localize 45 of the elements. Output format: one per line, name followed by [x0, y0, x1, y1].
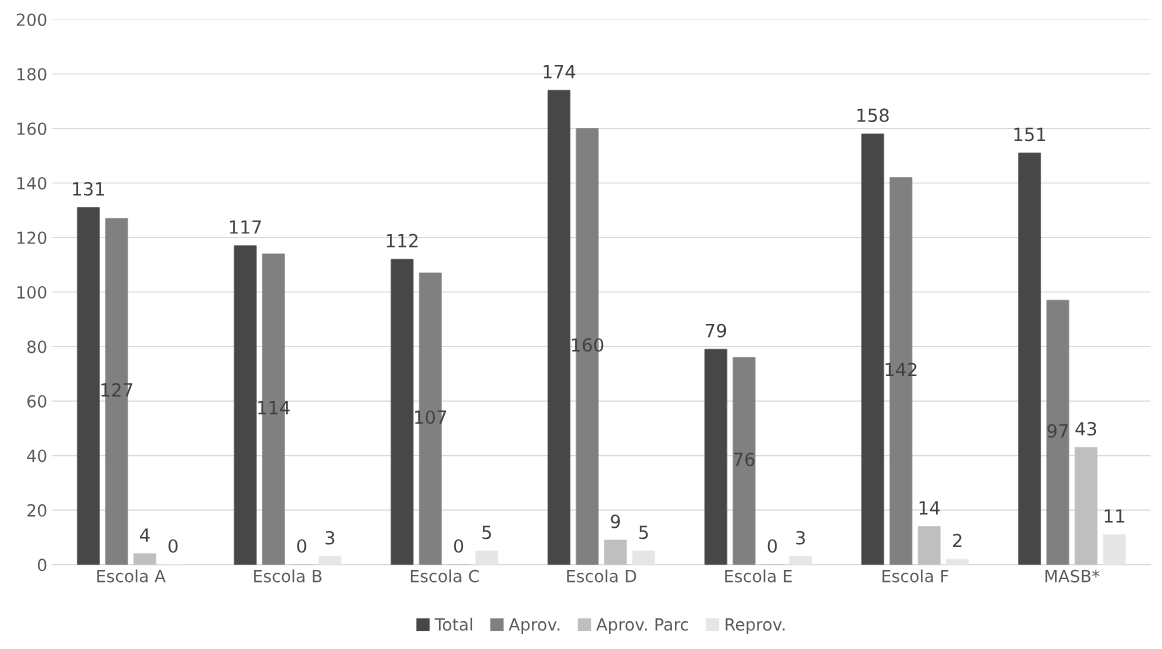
y-tick-label: 60	[27, 395, 47, 408]
data-label: 3	[796, 530, 805, 545]
y-tick-label: 20	[27, 504, 47, 517]
data-label: 131	[73, 182, 104, 196]
x-tick-label: Escola C	[410, 569, 479, 583]
legend-label: Aprov. Parc	[596, 618, 689, 634]
x-tick-label: MASB*	[1045, 569, 1100, 583]
data-label: 97	[1047, 424, 1068, 438]
data-label: 0	[297, 539, 307, 553]
data-label: 3	[325, 530, 335, 545]
data-label: 151	[1014, 127, 1046, 142]
y-tick-label: 200	[16, 13, 47, 27]
x-tick-label: Escola D	[567, 569, 637, 583]
data-label: 112	[386, 233, 418, 248]
x-tick-label: Escola A	[97, 569, 166, 583]
y-tick-label: 0	[37, 558, 47, 572]
data-label: 5	[639, 525, 648, 540]
data-label: 43	[1075, 421, 1097, 436]
y-tick-label: 160	[17, 122, 47, 136]
y-tick-label: 100	[17, 286, 47, 299]
data-label: 11	[1104, 509, 1125, 523]
data-label: 0	[767, 539, 777, 553]
data-label: 174	[543, 65, 576, 79]
data-label: 9	[610, 514, 620, 529]
y-tick-label: 120	[17, 231, 47, 245]
y-tick-label: 180	[17, 67, 47, 81]
data-label: 2	[953, 533, 962, 548]
x-tick-label: Escola F	[882, 569, 949, 583]
data-label: 5	[482, 525, 491, 540]
data-label: 14	[919, 501, 940, 515]
data-label: 79	[705, 323, 727, 338]
data-label: 0	[168, 539, 178, 553]
y-tick-label: 140	[17, 176, 47, 190]
legend-label: Total	[434, 617, 473, 631]
legend-label: Reprov.	[725, 618, 785, 634]
data-label: 4	[139, 528, 150, 542]
data-label: 0	[454, 539, 464, 553]
data-label: 158	[857, 108, 889, 123]
data-label: 76	[734, 452, 755, 467]
legend-label: Aprov.	[508, 618, 560, 634]
y-tick-label: 40	[27, 449, 47, 463]
y-tick-label: 80	[27, 340, 47, 354]
x-tick-label: Escola B	[254, 569, 322, 583]
data-label: 117	[229, 220, 261, 234]
x-tick-label: Escola E	[725, 569, 792, 583]
